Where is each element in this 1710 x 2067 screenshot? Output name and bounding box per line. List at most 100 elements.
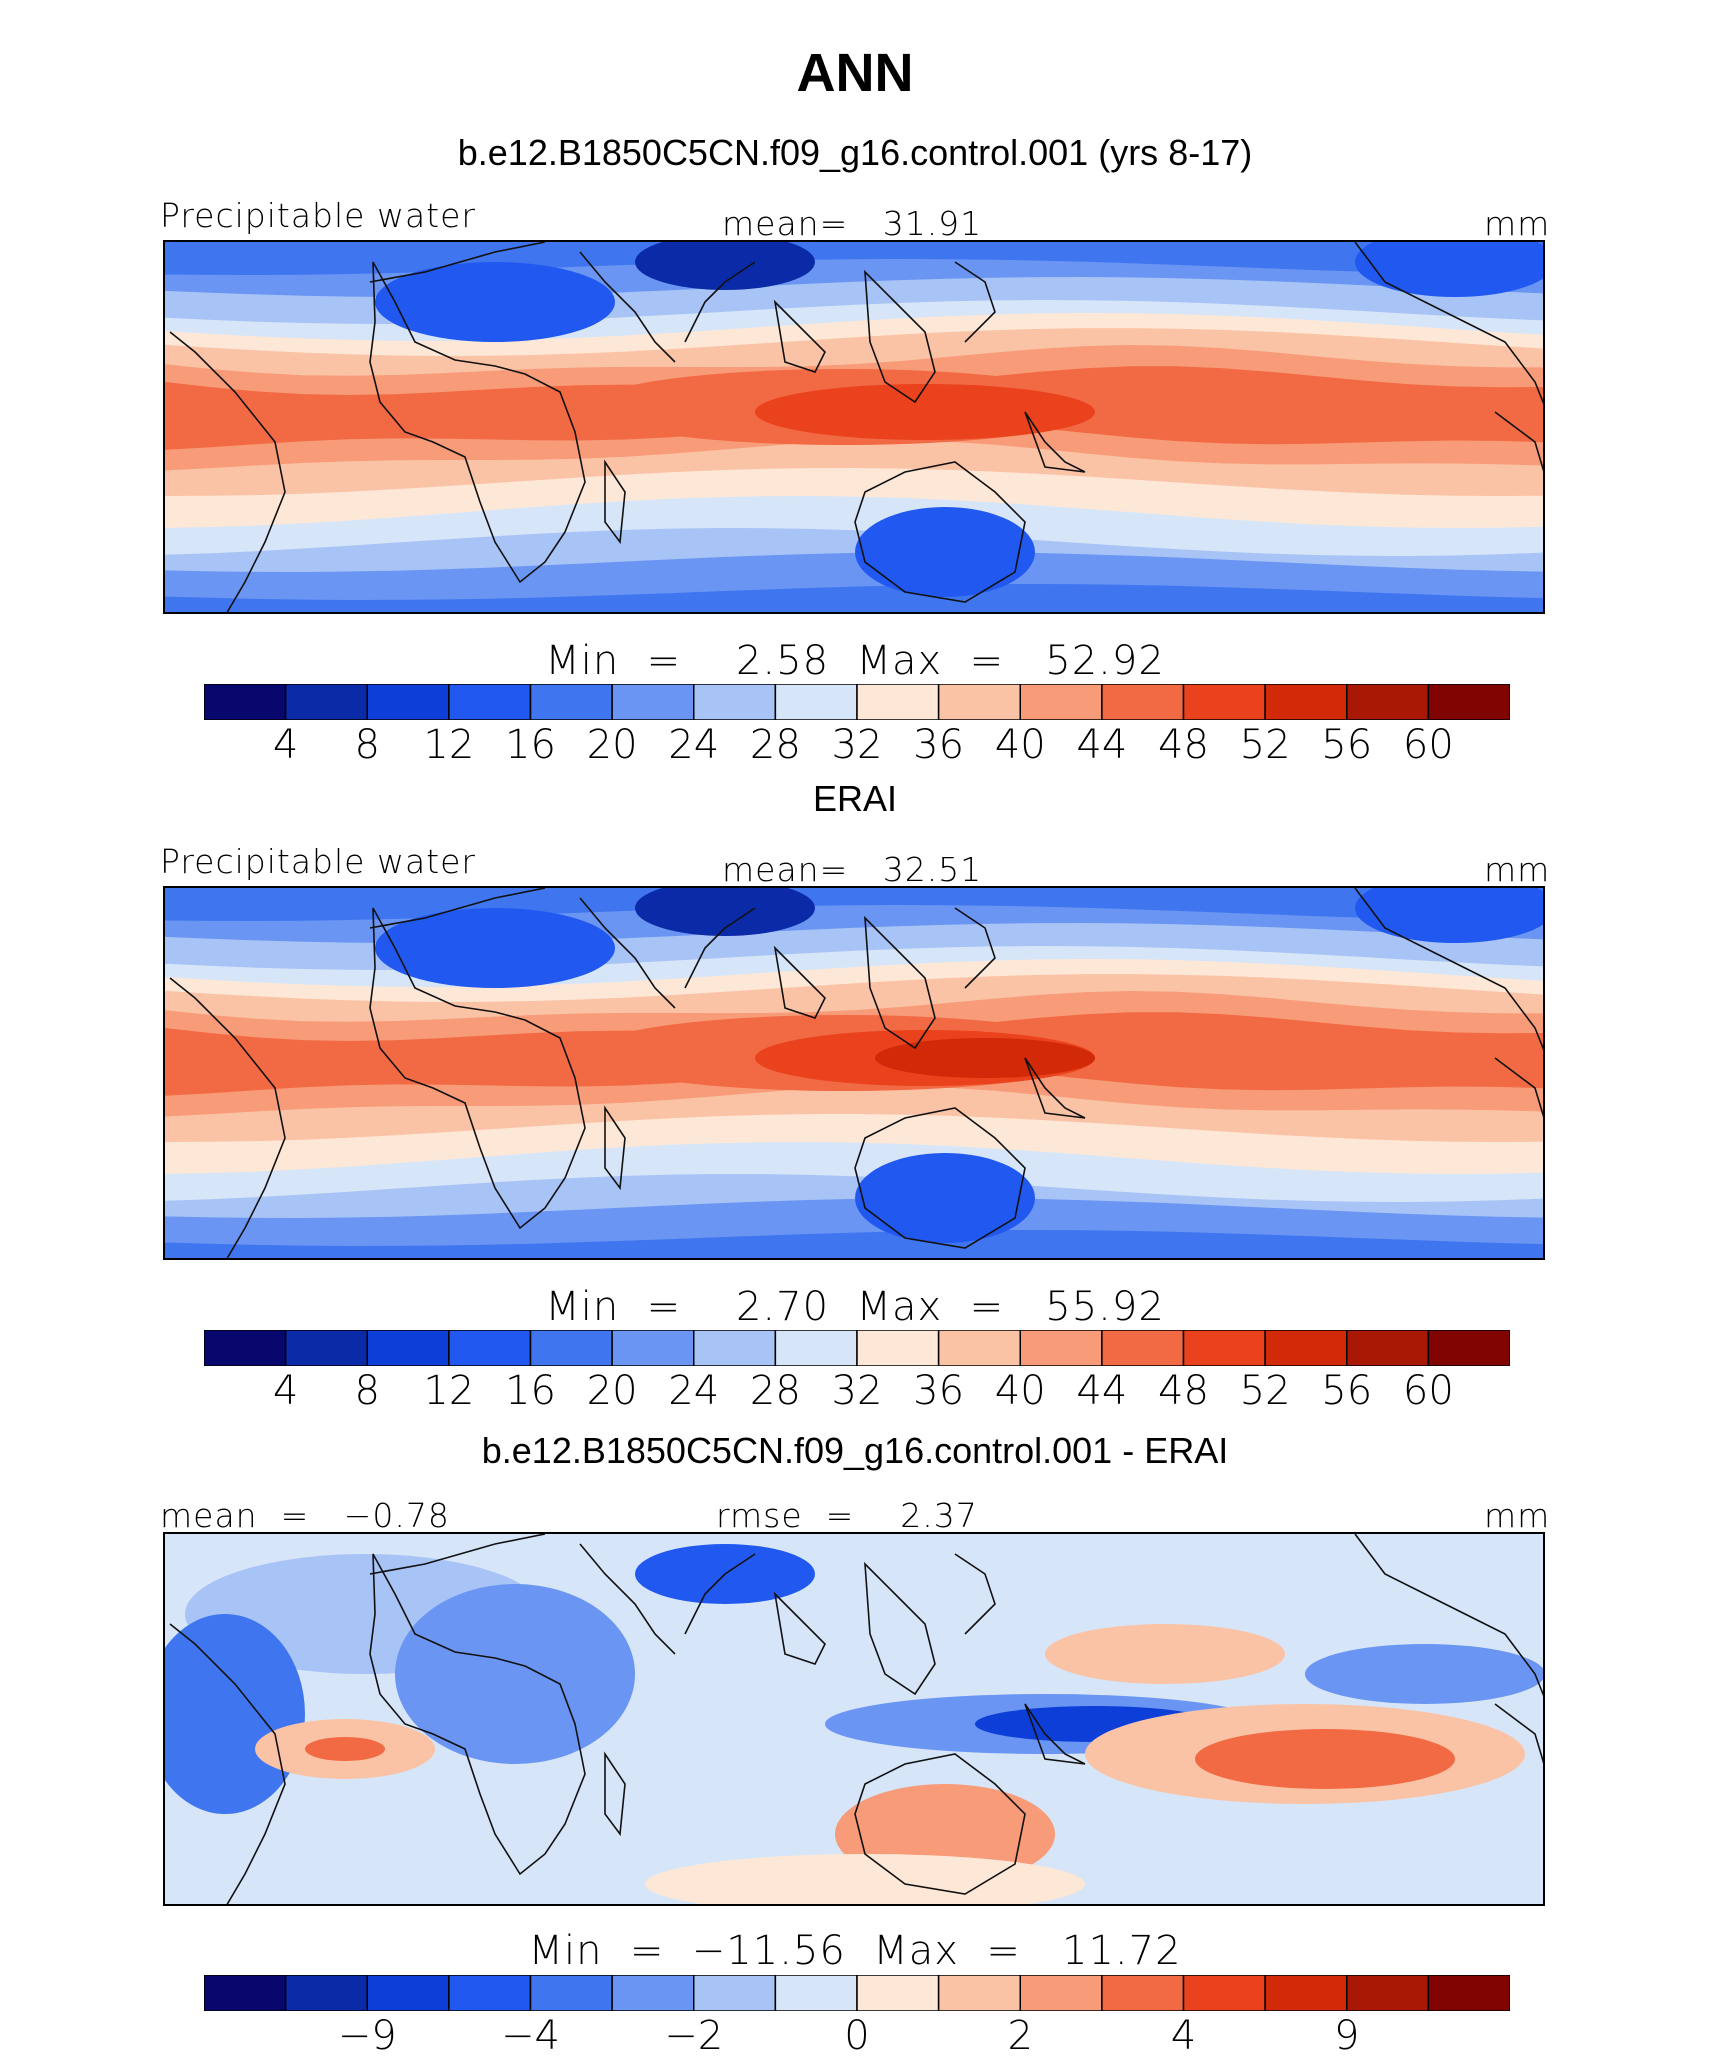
coastline-segment (1494, 1057, 1543, 1118)
panel3-mean-label: mean = −0.78 (160, 1496, 450, 1535)
colorbar-swatch (1346, 683, 1430, 721)
panel1-mean-label: mean= 31.91 (722, 204, 983, 243)
colorbar-swatch (937, 1329, 1021, 1367)
colorbar-tick-label: 4 (272, 722, 299, 768)
colorbar-swatch (1182, 683, 1266, 721)
panel1-minmax: Min = 2.58 Max = 52.92 (545, 638, 1165, 684)
colorbar-swatch (1101, 1974, 1185, 2012)
coastline-segment (684, 1553, 756, 1635)
colorbar-tick-label: 28 (749, 1368, 801, 1414)
field-diff-positive (1045, 1624, 1285, 1684)
colorbar-swatch (1182, 1974, 1266, 2012)
colorbar-swatch (284, 683, 368, 721)
colorbar-swatch (1019, 1329, 1103, 1367)
colorbar-swatch (693, 1974, 777, 2012)
coastline-segment (369, 1553, 586, 1876)
coastline-segment (864, 915, 936, 1050)
panel2-field (165, 888, 1543, 1258)
colorbar-tick-label: 56 (1321, 722, 1373, 768)
coastline-segment (684, 261, 756, 343)
colorbar-swatch (693, 1329, 777, 1367)
field-dry-sahara (375, 262, 615, 342)
coastline-segment (1354, 242, 1543, 405)
coastlines (169, 1534, 1543, 1904)
colorbar-swatch (856, 683, 940, 721)
colorbar-swatch (1346, 1329, 1430, 1367)
panel2-colorbar-ticks: 4 8 12 16 20 24 28 32 36 40 44 48 52 56 60 (0, 1368, 1710, 1418)
panel2-mean-label: mean= 32.51 (722, 850, 983, 889)
coastline-segment (1024, 1057, 1086, 1119)
coastline-segment (369, 907, 586, 1230)
panel2-minmax: Min = 2.70 Max = 55.92 (545, 1284, 1165, 1330)
colorbar-swatch (611, 1974, 695, 2012)
colorbar-swatch (1264, 1974, 1348, 2012)
panel3-map (163, 1532, 1545, 1906)
colorbar-tick-label: 12 (423, 1368, 475, 1414)
colorbar-swatch (1427, 1329, 1511, 1367)
colorbar-swatch (1427, 1974, 1511, 2012)
coastline-segment (954, 1553, 996, 1635)
panel3-colorbar-ticks: −9 −4 −2 0 2 4 9 (0, 2013, 1710, 2063)
coastline-segment (854, 1753, 1026, 1895)
colorbar-swatch (203, 1329, 287, 1367)
colorbar-swatch (448, 1329, 532, 1367)
colorbar-tick-label: 0 (844, 2013, 870, 2059)
colorbar-tick-label: 44 (1076, 722, 1128, 768)
field-warm-pool-core (755, 384, 1095, 440)
coastline-segment (864, 269, 936, 404)
panel2-colorbar (203, 1329, 1511, 1367)
colorbar-tick-label: 40 (994, 722, 1046, 768)
colorbar-tick-label: 32 (831, 722, 883, 768)
coastlines (169, 888, 1543, 1258)
colorbar-swatch (611, 1329, 695, 1367)
colorbar-swatch (856, 1329, 940, 1367)
panel1-colorbar (203, 683, 1511, 721)
colorbar-swatch (529, 683, 613, 721)
colorbar-tick-label: −4 (501, 2013, 560, 2059)
colorbar-swatch (1427, 683, 1511, 721)
colorbar-tick-label: 60 (1402, 722, 1454, 768)
field-warm-pool-max (875, 1038, 1095, 1078)
coastline-segment (1494, 411, 1543, 472)
coastline-segment (369, 888, 546, 929)
field-dry-tibet (635, 888, 815, 936)
coastline-segment (854, 1107, 1026, 1249)
colorbar-swatch (448, 683, 532, 721)
coastline-segment (369, 242, 546, 283)
coastline-segment (773, 1591, 826, 1665)
colorbar-swatch (611, 683, 695, 721)
field-dry-north-america (1355, 242, 1543, 297)
colorbar-swatch (774, 683, 858, 721)
coastline-segment (369, 1534, 546, 1575)
field-dry-north-america (1355, 888, 1543, 943)
field-dry-australia (855, 507, 1035, 597)
coastline-segment (604, 1751, 626, 1837)
panel1-title: b.e12.B1850C5CN.f09_g16.control.001 (yrs… (457, 132, 1253, 173)
coastline-segment (604, 1105, 626, 1191)
field-dry-australia (855, 1153, 1035, 1243)
colorbar-tick-label: 24 (668, 722, 720, 768)
colorbar-swatch (529, 1974, 613, 2012)
colorbar-tick-label: 8 (354, 1368, 380, 1414)
colorbar-tick-label: 20 (586, 1368, 638, 1414)
colorbar-swatch (366, 683, 450, 721)
colorbar-tick-label: 2 (1007, 2013, 1033, 2059)
field-diff-negative (395, 1584, 635, 1764)
panel1-field (165, 242, 1543, 612)
colorbar-swatch (203, 1974, 287, 2012)
colorbar-swatch (1264, 683, 1348, 721)
colorbar-tick-label: 36 (913, 1368, 965, 1414)
coastline-segment (169, 1623, 286, 1904)
panel2-title: ERAI (812, 778, 898, 819)
coastline-segment (1494, 1703, 1543, 1764)
coastline-segment (369, 261, 586, 584)
panel1-map (163, 240, 1545, 614)
coastline-segment (1024, 1703, 1086, 1765)
field-dry-sahara (375, 908, 615, 988)
coastline-segment (954, 907, 996, 989)
colorbar-tick-label: 56 (1321, 1368, 1373, 1414)
colorbar-tick-label: 4 (272, 1368, 299, 1414)
colorbar-swatch (774, 1329, 858, 1367)
panel1-units-label: mm (1484, 204, 1551, 243)
colorbar-tick-label: 24 (668, 1368, 720, 1414)
